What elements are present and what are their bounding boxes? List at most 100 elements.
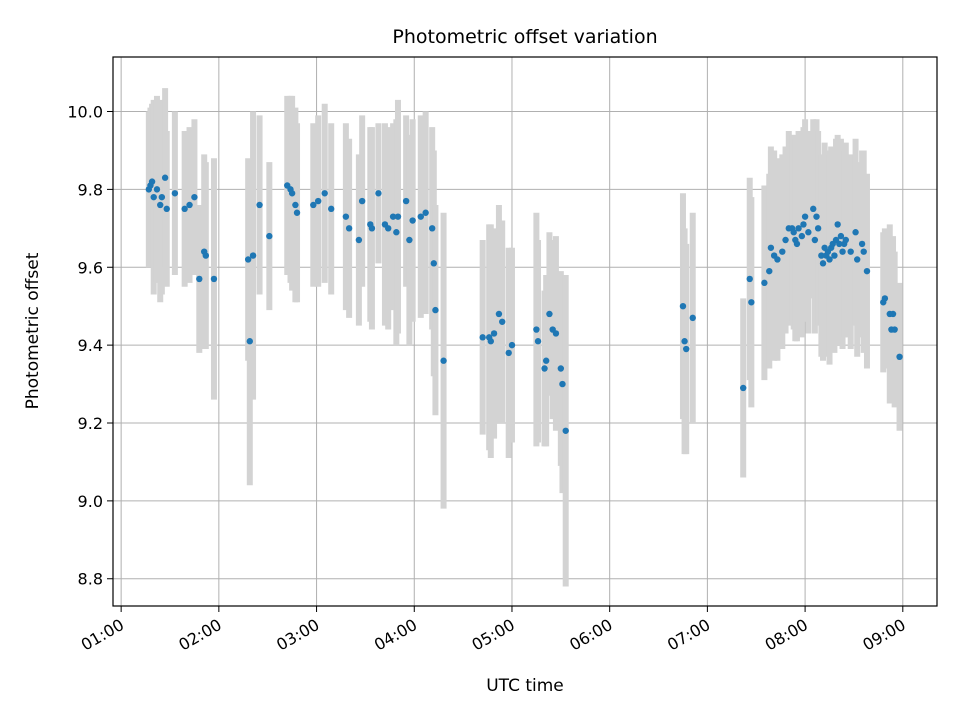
- data-point: [858, 240, 866, 248]
- data-point: [559, 380, 566, 388]
- data-point: [860, 248, 867, 255]
- data-point: [171, 190, 179, 197]
- data-point: [490, 330, 498, 337]
- data-point: [552, 330, 560, 337]
- data-point: [814, 225, 822, 232]
- y-tick-label: 9.2: [78, 414, 103, 433]
- data-point: [358, 197, 366, 205]
- data-point: [767, 244, 775, 251]
- data-point: [805, 229, 812, 236]
- data-point: [834, 221, 841, 228]
- data-point: [562, 427, 569, 434]
- x-tick-label: 05:00: [469, 615, 518, 655]
- data-point: [368, 225, 376, 232]
- data-point: [249, 252, 257, 259]
- error-bars: [145, 88, 903, 587]
- data-point: [495, 310, 503, 318]
- data-point: [810, 205, 817, 213]
- data-point: [389, 213, 397, 220]
- data-point: [385, 225, 392, 232]
- data-point: [191, 193, 198, 201]
- data-point: [779, 248, 786, 255]
- data-point: [417, 213, 424, 220]
- data-point: [836, 240, 843, 248]
- y-tick-label: 9.6: [78, 258, 103, 277]
- data-point: [157, 201, 164, 209]
- data-point: [158, 193, 166, 201]
- data-point: [801, 213, 809, 220]
- data-point: [863, 267, 871, 275]
- data-point: [896, 353, 903, 361]
- plot-frame: [112, 56, 938, 607]
- data-point: [499, 318, 506, 325]
- x-axis-ticks: 01:00 02:00 03:00 04:00 05:00 06:00 07:00 08:00…: [78, 606, 909, 655]
- data-point: [798, 232, 806, 240]
- x-axis-label: UTC time: [486, 676, 564, 696]
- data-point: [266, 232, 273, 240]
- data-point: [394, 213, 402, 220]
- data-point: [748, 299, 755, 306]
- y-axis-ticks: 8.8 9.0 9.2 9.4 9.6 9.8 10.0: [67, 103, 113, 589]
- data-point: [293, 209, 301, 216]
- data-point: [679, 302, 687, 310]
- data-point: [534, 338, 542, 345]
- data-point: [852, 229, 859, 236]
- data-point: [891, 326, 898, 333]
- data-point: [689, 314, 696, 322]
- data-point: [432, 306, 439, 314]
- data-points: [145, 174, 903, 434]
- data-point: [818, 252, 825, 259]
- data-point: [422, 209, 429, 216]
- data-point: [314, 197, 322, 205]
- data-point: [150, 193, 157, 201]
- data-point: [153, 186, 161, 193]
- data-point: [813, 213, 820, 220]
- data-point: [345, 225, 353, 232]
- data-point: [546, 310, 553, 318]
- data-point: [533, 326, 540, 333]
- y-axis-label: Photometric offset: [23, 252, 43, 409]
- data-point: [292, 201, 299, 209]
- x-tick-label: 09:00: [859, 615, 908, 655]
- x-tick-label: 07:00: [664, 615, 713, 655]
- data-point: [542, 357, 550, 364]
- data-point: [181, 205, 188, 213]
- data-point: [831, 252, 838, 259]
- data-point: [847, 248, 854, 255]
- data-point: [881, 295, 889, 302]
- y-tick-label: 10.0: [67, 103, 103, 122]
- data-point: [800, 221, 807, 228]
- data-point: [406, 236, 413, 244]
- x-tick-label: 06:00: [566, 615, 615, 655]
- data-point: [842, 236, 850, 244]
- y-tick-label: 9.8: [78, 180, 103, 199]
- data-point: [321, 190, 328, 197]
- x-tick-label: 02:00: [175, 615, 224, 655]
- data-point: [342, 213, 350, 220]
- y-tick-label: 9.4: [78, 336, 103, 355]
- data-point: [310, 201, 317, 209]
- data-point: [782, 236, 789, 244]
- data-point: [541, 365, 548, 372]
- data-point: [740, 384, 747, 392]
- data-point: [393, 229, 400, 236]
- data-point: [210, 275, 218, 283]
- data-point: [826, 256, 833, 263]
- x-tick-label: 04:00: [371, 615, 420, 655]
- x-tick-label: 01:00: [78, 615, 127, 655]
- data-point: [288, 190, 296, 197]
- data-point: [854, 256, 861, 263]
- data-point: [430, 260, 438, 267]
- data-point: [246, 338, 253, 345]
- data-point: [557, 365, 565, 372]
- y-tick-label: 9.0: [78, 492, 103, 511]
- data-point: [889, 310, 897, 318]
- data-point: [793, 240, 801, 248]
- data-point: [795, 225, 802, 232]
- data-point: [355, 236, 363, 244]
- data-point: [256, 201, 263, 209]
- data-point: [487, 338, 495, 345]
- data-point: [505, 349, 512, 357]
- data-point: [402, 197, 410, 205]
